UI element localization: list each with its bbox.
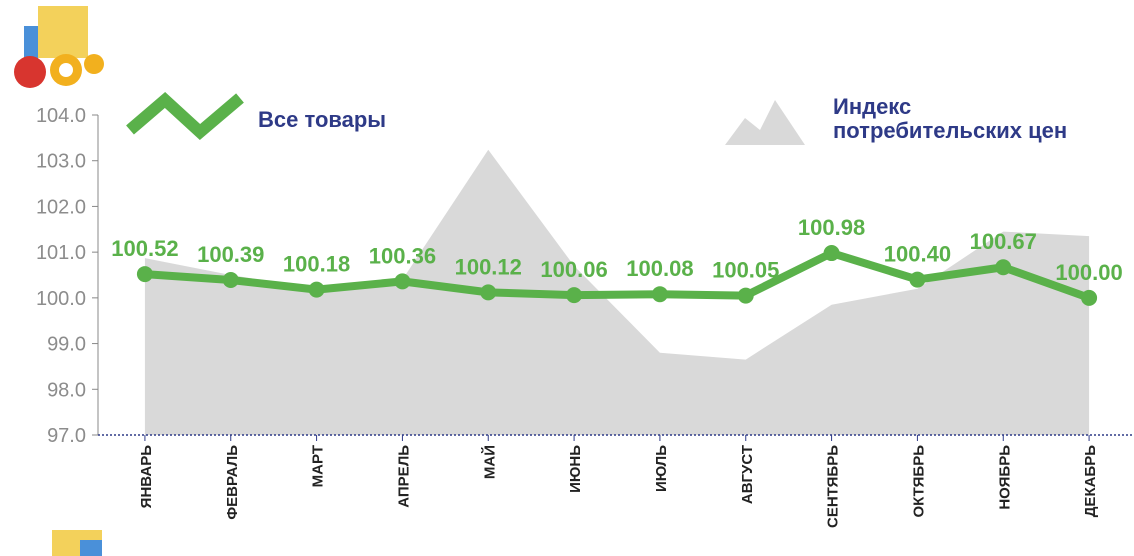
legend-line-icon	[130, 98, 240, 132]
data-label: 100.12	[455, 254, 522, 279]
point	[309, 282, 325, 298]
x-tick-label: ДЕКАБРЬ	[1082, 445, 1099, 517]
y-tick-label: 98.0	[47, 379, 86, 401]
x-tick-label: ФЕВРАЛЬ	[224, 445, 241, 520]
data-label: 100.40	[884, 242, 951, 267]
x-tick-label: СЕНТЯБРЬ	[825, 445, 842, 528]
data-label: 100.06	[540, 257, 607, 282]
chart: 97.0 98.0 99.0 100.0 101.0 102.0 103.0 104.0 ЯНВ…	[0, 0, 1134, 556]
x-tick-label: МАЙ	[480, 445, 498, 479]
x-tick-label: НОЯБРЬ	[996, 445, 1013, 510]
point	[223, 272, 239, 288]
point	[652, 286, 668, 302]
data-label: 100.36	[369, 243, 436, 268]
point	[137, 266, 153, 282]
x-tick-label: ИЮНЬ	[567, 445, 584, 493]
legend-label: Все товары	[258, 108, 386, 132]
point	[1081, 290, 1097, 306]
x-tick-label: МАРТ	[310, 445, 327, 487]
y-tick-label: 97.0	[47, 425, 86, 447]
icon-groceries	[14, 6, 104, 88]
y-tick-label: 102.0	[36, 196, 86, 218]
data-label: 100.18	[283, 252, 350, 277]
point	[995, 259, 1011, 275]
point	[566, 287, 582, 303]
x-tick-label: ИЮЛЬ	[653, 445, 670, 492]
data-label: 100.67	[970, 229, 1037, 254]
y-tick-label: 101.0	[36, 242, 86, 264]
x-tick-label: ЯНВАРЬ	[138, 445, 155, 509]
page: {"chart_data":{"type":"line", "categorie…	[0, 0, 1134, 556]
data-label: 100.00	[1055, 260, 1122, 285]
legend-area-icon	[725, 100, 805, 145]
x-tick-label: АВГУСТ	[739, 445, 756, 504]
legend-label: Индекс потребительских цен	[833, 95, 1073, 143]
point	[909, 272, 925, 288]
data-label: 100.98	[798, 215, 865, 240]
icon-clothes	[52, 530, 102, 556]
data-label: 100.05	[712, 258, 779, 283]
x-tick-label: ОКТЯБРЬ	[910, 445, 927, 518]
point	[738, 288, 754, 304]
y-tick-label: 103.0	[36, 151, 86, 173]
data-label: 100.39	[197, 242, 264, 267]
point	[480, 284, 496, 300]
y-tick-label: 100.0	[36, 288, 86, 310]
y-tick-label: 99.0	[47, 334, 86, 356]
x-tick-label: АПРЕЛЬ	[395, 445, 412, 508]
point	[824, 245, 840, 261]
data-label: 100.52	[111, 236, 178, 261]
point	[394, 273, 410, 289]
y-tick-label: 104.0	[36, 105, 86, 127]
data-label: 100.08	[626, 256, 693, 281]
